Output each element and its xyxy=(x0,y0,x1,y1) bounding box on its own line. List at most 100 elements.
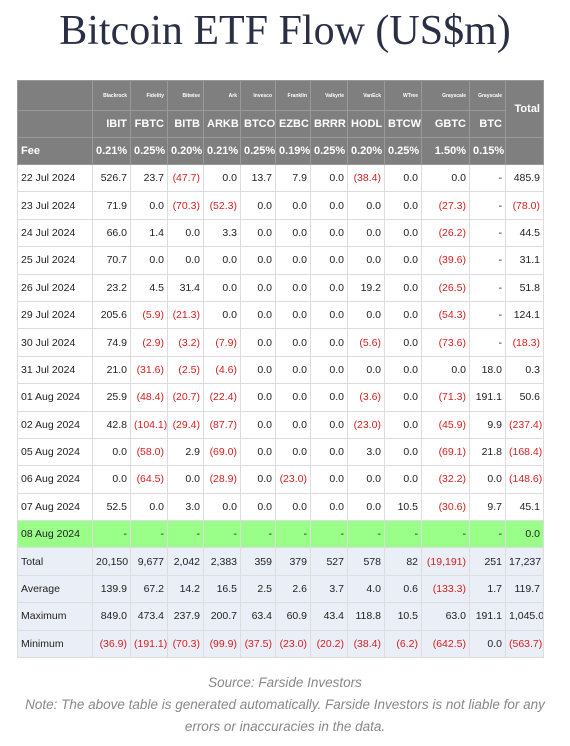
summary-value: (19,191) xyxy=(421,547,470,576)
flow: (23.0) xyxy=(347,410,385,439)
data-row: 29 Jul 2024 205.6 (5.9) (21.3) 0.0 0.0 0.0 0.0 0… xyxy=(17,300,544,330)
issuer: Fidelity xyxy=(130,80,168,111)
data-row: 02 Aug 2024 42.8 (104.1) (29.4) (87.7) 0.0 0.0… xyxy=(17,410,544,439)
flow: 0.0 xyxy=(469,465,506,494)
flow: 0.0 xyxy=(240,410,276,439)
flow: 0.0 xyxy=(347,191,385,220)
summary-value: 0.6 xyxy=(384,574,422,604)
row-total: 0.0 xyxy=(505,520,544,549)
row-total: (148.6) xyxy=(505,465,544,494)
flow: 0.0 xyxy=(347,300,385,330)
flow: 526.7 xyxy=(92,163,131,193)
flow: 0.0 xyxy=(130,246,168,275)
flow: 3.3 xyxy=(203,218,241,248)
flow: 0.0 xyxy=(203,163,241,193)
flow: 0.0 xyxy=(310,163,348,193)
summary-value: 237.9 xyxy=(167,602,204,631)
summary-value: 849.0 xyxy=(92,602,131,631)
flow: 0.0 xyxy=(167,246,204,275)
flow: (52.3) xyxy=(203,191,241,220)
table-body: 22 Jul 2024 526.7 23.7 (47.7) 0.0 13.7 7.9 0.0(… xyxy=(17,163,544,659)
flow: 0.0 xyxy=(240,273,276,302)
summary-value: (36.9) xyxy=(92,629,131,659)
flow: 0.0 xyxy=(384,328,422,357)
flow: (22.4) xyxy=(203,383,241,412)
summary-value: 43.4 xyxy=(310,602,348,631)
flow: 0.0 xyxy=(275,437,311,467)
fee: 0.21% xyxy=(92,137,131,165)
flow: (2.9) xyxy=(130,328,168,357)
flow: (54.3) xyxy=(421,300,470,330)
fee: 0.25% xyxy=(310,137,348,165)
data-row: 06 Aug 2024 0.0 (64.5) 0.0 (28.9) 0.0 (23.0) 0.… xyxy=(17,465,544,494)
flow: 0.0 xyxy=(275,410,311,439)
flow: 0.0 xyxy=(384,246,422,275)
flow: (30.6) xyxy=(421,492,470,522)
data-row: 25 Jul 2024 70.7 0.0 0.0 0.0 0.0 0.0 0.0 0.0 0.0(… xyxy=(17,246,544,275)
flow: - xyxy=(469,218,506,248)
flow: - xyxy=(240,520,276,549)
flow: - xyxy=(469,246,506,275)
flow: 9.9 xyxy=(469,410,506,439)
date: 24 Jul 2024 xyxy=(17,218,93,248)
fee: 0.20% xyxy=(347,137,385,165)
flow: (3.2) xyxy=(167,328,204,357)
issuer: Blackrock xyxy=(92,80,131,111)
flow: 0.0 xyxy=(275,246,311,275)
flow: 0.0 xyxy=(240,246,276,275)
data-row: 22 Jul 2024 526.7 23.7 (47.7) 0.0 13.7 7.9 0.0(… xyxy=(17,163,544,193)
date: 30 Jul 2024 xyxy=(17,328,93,357)
flow: 13.7 xyxy=(240,163,276,193)
summary-value: 67.2 xyxy=(130,574,168,604)
flow: 205.6 xyxy=(92,300,131,330)
summary-row: Average 139.9 67.2 14.2 16.5 2.5 2.6 3.7 4.0 0.6(… xyxy=(17,574,544,604)
summary-value: (70.3) xyxy=(167,629,204,659)
ticker: BITB xyxy=(167,110,204,138)
summary-label: Average xyxy=(17,574,93,604)
summary-value: 359 xyxy=(240,547,276,576)
flow: 0.0 xyxy=(347,465,385,494)
flow: 0.0 xyxy=(384,218,422,248)
ticker: BTC xyxy=(469,110,506,138)
issuer: Bitwise xyxy=(167,80,204,111)
summary-value: 63.0 xyxy=(421,602,470,631)
summary-value: 191.1 xyxy=(469,602,506,631)
flow: 10.5 xyxy=(384,492,422,522)
flow: 0.0 xyxy=(240,191,276,220)
flow: 0.0 xyxy=(203,300,241,330)
flow: 0.0 xyxy=(275,355,311,385)
summary-value: 200.7 xyxy=(203,602,241,631)
row-total: (237.4) xyxy=(505,410,544,439)
fee: 0.19% xyxy=(275,137,311,165)
flow: 191.1 xyxy=(469,383,506,412)
summary-label: Total xyxy=(17,547,93,576)
flow: (4.6) xyxy=(203,355,241,385)
flow: 0.0 xyxy=(347,492,385,522)
flow: - xyxy=(469,273,506,302)
fee: 0.20% xyxy=(167,137,204,165)
summary-value: (38.4) xyxy=(347,629,385,659)
flow: 19.2 xyxy=(347,273,385,302)
flow: 0.0 xyxy=(240,328,276,357)
flow: - xyxy=(384,520,422,549)
summary-value: 379 xyxy=(275,547,311,576)
flow: (26.5) xyxy=(421,273,470,302)
flow: 0.0 xyxy=(275,273,311,302)
summary-value: 14.2 xyxy=(167,574,204,604)
issuer: Ark xyxy=(203,80,241,111)
date: 02 Aug 2024 xyxy=(17,410,93,439)
flow: - xyxy=(167,520,204,549)
flow: (21.3) xyxy=(167,300,204,330)
summary-total: 1,045.0 xyxy=(505,602,544,631)
flow: 21.8 xyxy=(469,437,506,467)
summary-value: 1.7 xyxy=(469,574,506,604)
flow: 3.0 xyxy=(347,437,385,467)
flow: 0.0 xyxy=(240,492,276,522)
flow: 0.0 xyxy=(310,218,348,248)
issuer: Grayscale xyxy=(421,80,470,111)
ticker: HODL xyxy=(347,110,385,138)
ticker: ARKB xyxy=(203,110,241,138)
flow: 0.0 xyxy=(92,437,131,467)
flow: (70.3) xyxy=(167,191,204,220)
flow: 0.0 xyxy=(240,300,276,330)
